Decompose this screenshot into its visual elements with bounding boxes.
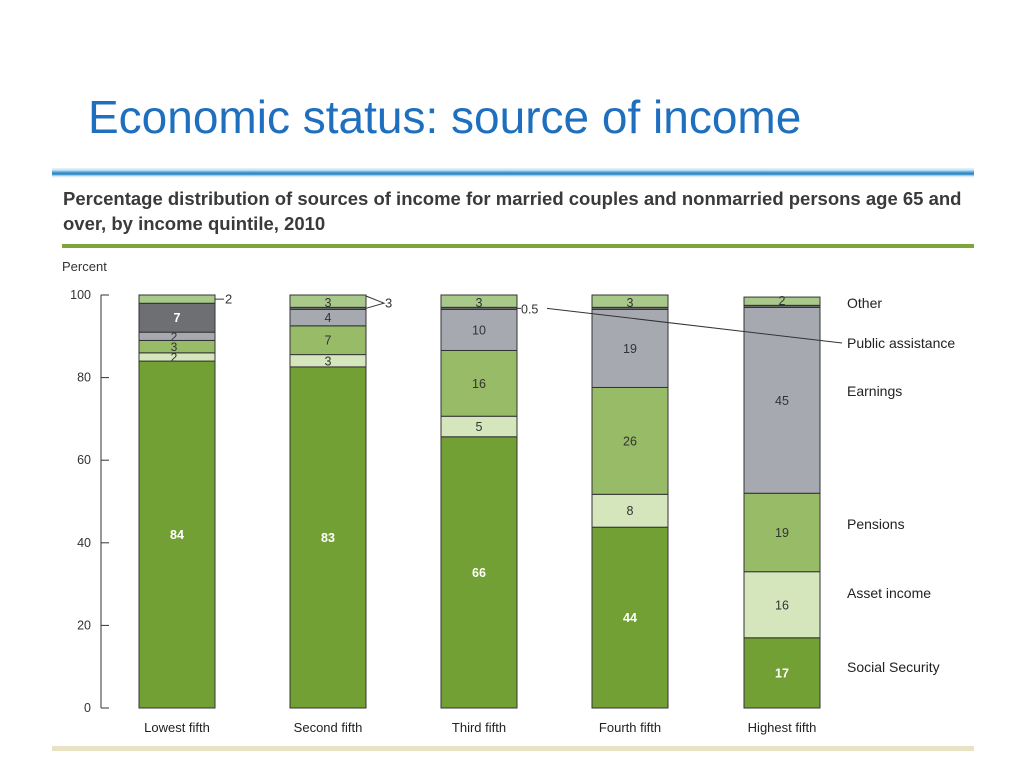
title-divider [52, 168, 974, 178]
data-label: 19 [775, 526, 789, 540]
callout-line [365, 295, 386, 309]
slide-title: Economic status: source of income [88, 91, 802, 143]
bar-highest-fifth [743, 296, 821, 709]
bar-segment-other [440, 294, 518, 308]
bar-segment-earnings [440, 308, 518, 351]
y-tick-label: 20 [77, 618, 91, 632]
bar-segment-social-security [289, 366, 367, 709]
data-label: 10 [472, 323, 486, 337]
y-tick-label: 40 [77, 536, 91, 550]
legend-label: Social Security [847, 659, 940, 675]
legend-label: Earnings [847, 383, 902, 399]
bar-segment-other [138, 294, 216, 304]
data-label: 44 [623, 611, 637, 625]
data-label: 17 [775, 666, 789, 680]
data-label: 66 [472, 566, 486, 580]
bar-lowest-fifth [138, 294, 216, 709]
x-tick-label: Fourth fifth [599, 720, 661, 735]
bar-segment-social-security [138, 360, 216, 709]
y-tick-label: 0 [84, 701, 91, 715]
data-label: 3 [476, 296, 483, 310]
data-label: 19 [623, 342, 637, 356]
bar-segment-asset-income [743, 571, 821, 639]
bar-segment-other [743, 296, 821, 306]
footer-divider [52, 746, 974, 751]
data-label: 26 [623, 434, 637, 448]
bar-segment-other [591, 294, 669, 308]
bar-segment-pensions [289, 325, 367, 356]
legend-label: Public assistance [847, 335, 955, 351]
data-label: 7 [325, 334, 332, 348]
x-axis-labels: Lowest fifth Second fifth Third fifth Fourt… [144, 720, 816, 735]
bar-segment-social-security [440, 436, 518, 709]
x-tick-label: Highest fifth [748, 720, 817, 735]
data-label: 16 [775, 598, 789, 612]
x-tick-label: Second fifth [294, 720, 363, 735]
x-tick-label: Lowest fifth [144, 720, 210, 735]
callout-label: 3 [385, 296, 392, 311]
data-label: 3 [171, 340, 178, 354]
callout-label: 2 [225, 292, 232, 307]
bar-segment-other [289, 294, 367, 308]
data-label: 45 [775, 394, 789, 408]
data-label: 2 [171, 350, 178, 364]
bar-segment-pensions [591, 386, 669, 495]
bar-segment-pensions [440, 349, 518, 417]
chart-title-divider [62, 244, 974, 248]
bar-segment-social-security [743, 637, 821, 709]
y-tick-label: 80 [77, 371, 91, 385]
legend-label: Other [847, 295, 882, 311]
data-label: 5 [476, 420, 483, 434]
legend: Other Public assistance Earnings Pensions As… [847, 295, 955, 675]
legend-label: Pensions [847, 516, 905, 532]
y-tick-label: 100 [70, 288, 91, 302]
callouts: 2 3 0.5 [215, 292, 843, 344]
data-label: 2 [779, 294, 786, 308]
bar-segment-asset-income [591, 493, 669, 528]
bar-fourth-fifth [591, 294, 669, 709]
data-label: 3 [325, 296, 332, 310]
y-axis-label: Percent [62, 259, 107, 274]
data-label: 8 [627, 504, 634, 518]
bar-second-fifth [289, 294, 367, 709]
callout-label: 0.5 [521, 302, 538, 316]
data-label: 3 [627, 296, 634, 310]
y-tick-label: 60 [77, 453, 91, 467]
data-label: 83 [321, 531, 335, 545]
bar-segment-public-assistance [138, 302, 216, 333]
legend-label: Asset income [847, 585, 931, 601]
data-label: 2 [171, 330, 178, 344]
data-label: 84 [170, 528, 184, 542]
data-label: 16 [472, 377, 486, 391]
data-label: 3 [325, 354, 332, 368]
chart-title: Percentage distribution of sources of in… [63, 188, 962, 234]
bar-third-fifth [440, 294, 518, 709]
bar-segment-pensions [743, 492, 821, 573]
y-axis-ticks: 0 20 40 60 80 100 [70, 288, 109, 715]
data-label: 4 [325, 311, 332, 325]
data-label: 7 [174, 311, 181, 325]
x-tick-label: Third fifth [452, 720, 506, 735]
callout-line [546, 307, 843, 344]
